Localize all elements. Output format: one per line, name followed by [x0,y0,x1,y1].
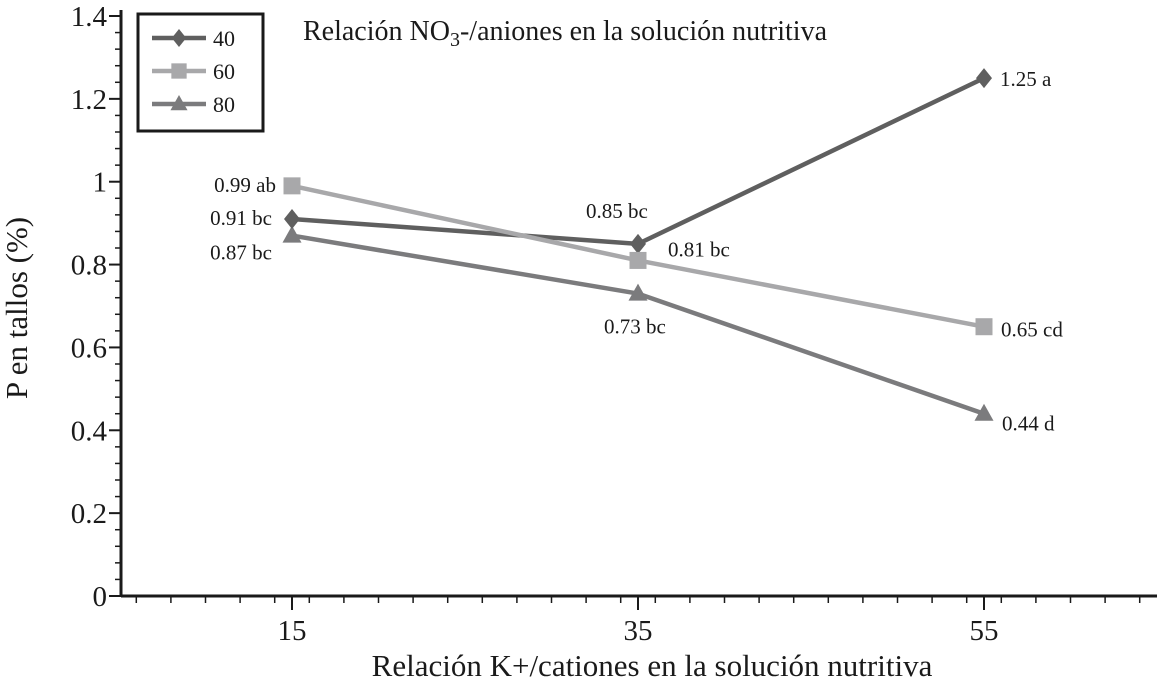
data-label: 0.85 bc [586,199,648,223]
data-label: 0.81 bc [668,237,730,261]
chart-title-rest: -/aniones en la solución nutritiva [460,16,828,47]
data-labels: 0.91 bc 0.85 bc 1.25 a 0.99 ab 0.81 bc 0.65 c… [210,67,1063,436]
x-tick-label: 15 [278,615,307,647]
data-label: 0.91 bc [210,206,272,230]
data-point-square [171,63,187,79]
y-tick-label: 1.2 [71,84,107,116]
legend: 40 60 80 [136,12,265,133]
data-label: 1.25 a [1000,67,1052,91]
data-point-square [283,177,301,195]
axes: 0 0.2 0.4 0.6 0.8 1 1.2 1.4 15 35 55 [71,1,1157,647]
x-axis-title: Relación K+/cationes en la solución nutr… [372,648,933,680]
y-tick-label: 0.2 [71,498,107,530]
series-lines [282,68,994,421]
x-tick-label: 55 [970,615,999,647]
data-point-triangle [282,225,302,243]
chart-title: Relación NO3-/aniones en la solución nut… [303,16,828,51]
data-point-diamond [630,233,646,254]
data-point-triangle [170,95,188,111]
data-label: 0.73 bc [604,315,666,339]
y-tick-label: 0.6 [71,332,107,364]
data-label: 0.44 d [1002,412,1055,436]
y-tick-label: 0 [93,581,108,613]
data-label: 0.99 ab [214,173,276,197]
y-axis-title: P en tallos (%) [0,217,34,399]
y-tick-label: 0.4 [71,415,108,447]
data-point-triangle [628,283,648,301]
chart-title-text: Relación NO [303,16,450,47]
data-point-diamond [976,68,992,89]
data-point-square [629,251,647,269]
y-tick-label: 1 [93,167,108,199]
legend-label: 60 [213,59,235,84]
y-tick-label: 0.8 [71,250,107,282]
data-label: 0.87 bc [210,241,272,265]
legend-label: 80 [213,92,235,117]
y-tick-label: 1.4 [71,1,108,33]
data-label: 0.65 cd [1001,318,1063,342]
data-point-square [975,318,993,336]
x-tick-label: 35 [624,615,653,647]
data-point-diamond [284,209,300,229]
data-point-triangle [974,403,994,421]
legend-label: 40 [213,26,235,51]
chart-title-subscript: 3 [450,29,460,51]
data-point-diamond [171,29,187,47]
